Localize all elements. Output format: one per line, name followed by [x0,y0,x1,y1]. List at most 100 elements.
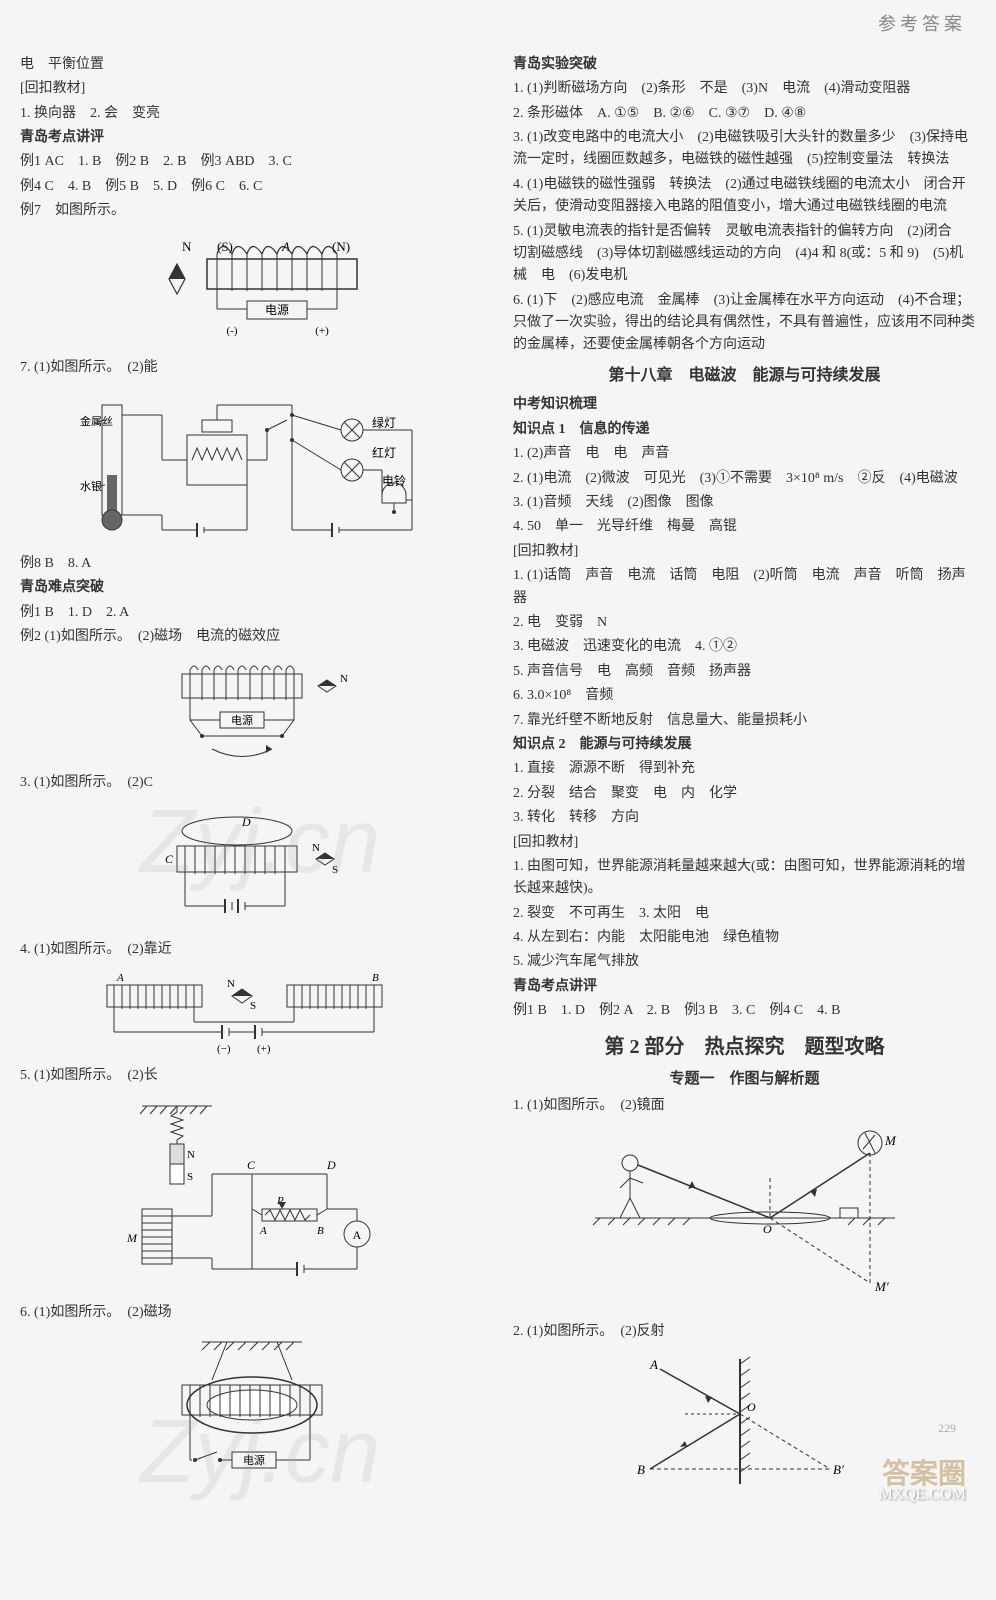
svg-text:电源: 电源 [264,303,288,317]
section-heading: 青岛考点讲评 [513,976,976,998]
svg-text:电源: 电源 [243,1453,265,1467]
text-line: 3. 转化 转移 方向 [513,807,976,829]
text-line: 1. 直接 源源不断 得到补充 [513,758,976,780]
diagram-4: C D N S [20,801,483,931]
svg-text:A: A [352,1228,361,1242]
text-line: 1. (1)如图所示。 (2)镜面 [513,1095,976,1117]
svg-text:M: M [126,1231,138,1245]
text-line: 1. (1)话筒 声音 电流 话筒 电阻 (2)听筒 电流 声音 听筒 扬声器 [513,565,976,610]
text-line: 例8 B 8. A [20,553,483,575]
svg-text:B: B [317,1225,324,1237]
text-line: 4. (1)电磁铁的磁性强弱 转换法 (2)通过电磁铁线圈的电流太小 闭合开关后… [513,174,976,219]
diagram-6: N S M C D P A B [20,1094,483,1294]
text-line: 4. (1)如图所示。 (2)靠近 [20,939,483,961]
section-heading: 青岛难点突破 [20,577,483,599]
text-line: 2. 分裂 结合 聚变 电 内 化学 [513,783,976,805]
svg-text:B′: B′ [833,1462,844,1477]
text-line: 1. 由图可知，世界能源消耗量越来越大(或：由图可知，世界能源消耗的增长越来越快… [513,856,976,901]
svg-text:金属丝: 金属丝 [80,414,113,428]
text-line: 3. (1)如图所示。 (2)C [20,772,483,794]
text-line: 1. 换向器 2. 会 变亮 [20,103,483,125]
svg-text:N: N [312,842,320,854]
svg-text:(-): (-) [226,325,237,337]
svg-text:N: N [187,1149,195,1161]
text-line: 例2 (1)如图所示。 (2)磁场 电流的磁效应 [20,626,483,648]
text-line: 7. 靠光纤壁不断地反射 信息量大、能量损耗小 [513,710,976,732]
text-line: 6. (1)如图所示。 (2)磁场 [20,1302,483,1324]
text-line: 2. 电 变弱 N [513,612,976,634]
svg-text:电铃: 电铃 [382,473,406,488]
svg-text:S: S [187,1171,193,1183]
svg-text:B: B [372,972,379,984]
page-number: 229 [938,1419,956,1438]
text-line: 2. 裂变 不可再生 3. 太阳 电 [513,903,976,925]
chapter-title: 第十八章 电磁波 能源与可持续发展 [513,363,976,389]
svg-text:红灯: 红灯 [372,445,396,460]
svg-text:D: D [326,1158,336,1172]
svg-text:B: B [637,1462,645,1477]
text-line: 3. (1)音频 天线 (2)图像 图像 [513,492,976,514]
text-line: [回扣教材] [513,832,976,854]
text-line: 5. 声音信号 电 高频 音频 扬声器 [513,661,976,683]
diagram-5: A N S B (−) (+) [20,967,483,1057]
svg-text:A: A [649,1357,658,1372]
left-column: 电 平衡位置 [回扣教材] 1. 换向器 2. 会 变亮 青岛考点讲评 例1 A… [20,54,483,1508]
right-column: 青岛实验突破 1. (1)判断磁场方向 (2)条形 不是 (3)N 电流 (4)… [513,54,976,1508]
page-header: 参考答案 [20,10,976,39]
section-heading: 青岛实验突破 [513,54,976,76]
topic-title: 专题一 作图与解析题 [513,1067,976,1091]
svg-text:C: C [165,852,174,866]
svg-text:N: N [227,978,235,990]
text-line: 5. (1)如图所示。 (2)长 [20,1065,483,1087]
text-line: 例1 B 1. D 例2 A 2. B 例3 B 3. C 例4 C 4. B [513,1000,976,1022]
section-heading: 中考知识梳理 [513,394,976,416]
svg-text:电源: 电源 [231,713,253,727]
svg-text:N: N [340,673,348,685]
svg-text:S: S [332,864,338,876]
text-line: 5. (1)灵敏电流表的指针是否偏转 灵敏电流表指针的偏转方向 (2)闭合 切割… [513,221,976,288]
svg-text:A: A [116,972,124,984]
svg-text:M: M [884,1133,897,1148]
diagram-8: N M O M′ [513,1123,976,1313]
svg-text:O: O [763,1222,772,1236]
text-line: 例1 AC 1. B 例2 B 2. B 例3 ABD 3. C [20,151,483,173]
content-columns: 电 平衡位置 [回扣教材] 1. 换向器 2. 会 变亮 青岛考点讲评 例1 A… [20,54,976,1508]
svg-text:(−): (−) [217,1043,231,1055]
text-line: 1. (1)判断磁场方向 (2)条形 不是 (3)N 电流 (4)滑动变阻器 [513,78,976,100]
text-line: 5. 减少汽车尾气排放 [513,951,976,973]
text-line: 3. 电磁波 迅速变化的电流 4. ①② [513,636,976,658]
text-line: 2. (1)如图所示。 (2)反射 [513,1321,976,1343]
text-line: 7. (1)如图所示。 (2)能 [20,357,483,379]
text-line: 3. (1)改变电路中的电流大小 (2)电磁铁吸引大头针的数量多少 (3)保持电… [513,127,976,172]
diagram-2: 金属丝 水银 绿灯 [20,385,483,545]
svg-text:O: O [747,1400,756,1414]
svg-text:绿灯: 绿灯 [372,415,396,430]
text-line: 例1 B 1. D 2. A [20,602,483,624]
text-line: 1. (2)声音 电 电 声音 [513,443,976,465]
subsection-heading: 知识点 1 信息的传递 [513,419,976,441]
text-line: 2. (1)电流 (2)微波 可见光 (3)①不需要 3×10⁸ m/s ②反 … [513,468,976,490]
text-line: [回扣教材] [20,78,483,100]
subsection-heading: 知识点 2 能源与可持续发展 [513,734,976,756]
svg-text:D: D [241,815,251,829]
text-line: 6. 3.0×10⁸ 音频 [513,685,976,707]
svg-text:M′: M′ [874,1279,889,1294]
text-line: 4. 从左到右：内能 太阳能电池 绿色植物 [513,927,976,949]
diagram-3: N 电源 [20,654,483,764]
svg-text:S: S [250,1000,256,1012]
svg-text:(+): (+) [257,1043,271,1055]
svg-text:N: N [182,239,192,254]
text-line: 例4 C 4. B 例5 B 5. D 例6 C 6. C [20,176,483,198]
text-line: 6. (1)下 (2)感应电流 金属棒 (3)让金属棒在水平方向运动 (4)不合… [513,290,976,357]
footer-site: MXQE.COM [878,1482,966,1508]
svg-text:(+): (+) [315,325,329,337]
text-line: 电 平衡位置 [20,54,483,76]
svg-text:C: C [247,1158,256,1172]
diagram-7: 电源 [20,1330,483,1500]
svg-text:A: A [259,1225,267,1237]
text-line: [回扣教材] [513,541,976,563]
part-title: 第 2 部分 热点探究 题型攻略 [513,1031,976,1063]
section-heading: 青岛考点讲评 [20,127,483,149]
text-line: 2. 条形磁体 A. ①⑤ B. ②⑥ C. ③⑦ D. ④⑧ [513,103,976,125]
diagram-1: N (S) A (N) [20,229,483,349]
